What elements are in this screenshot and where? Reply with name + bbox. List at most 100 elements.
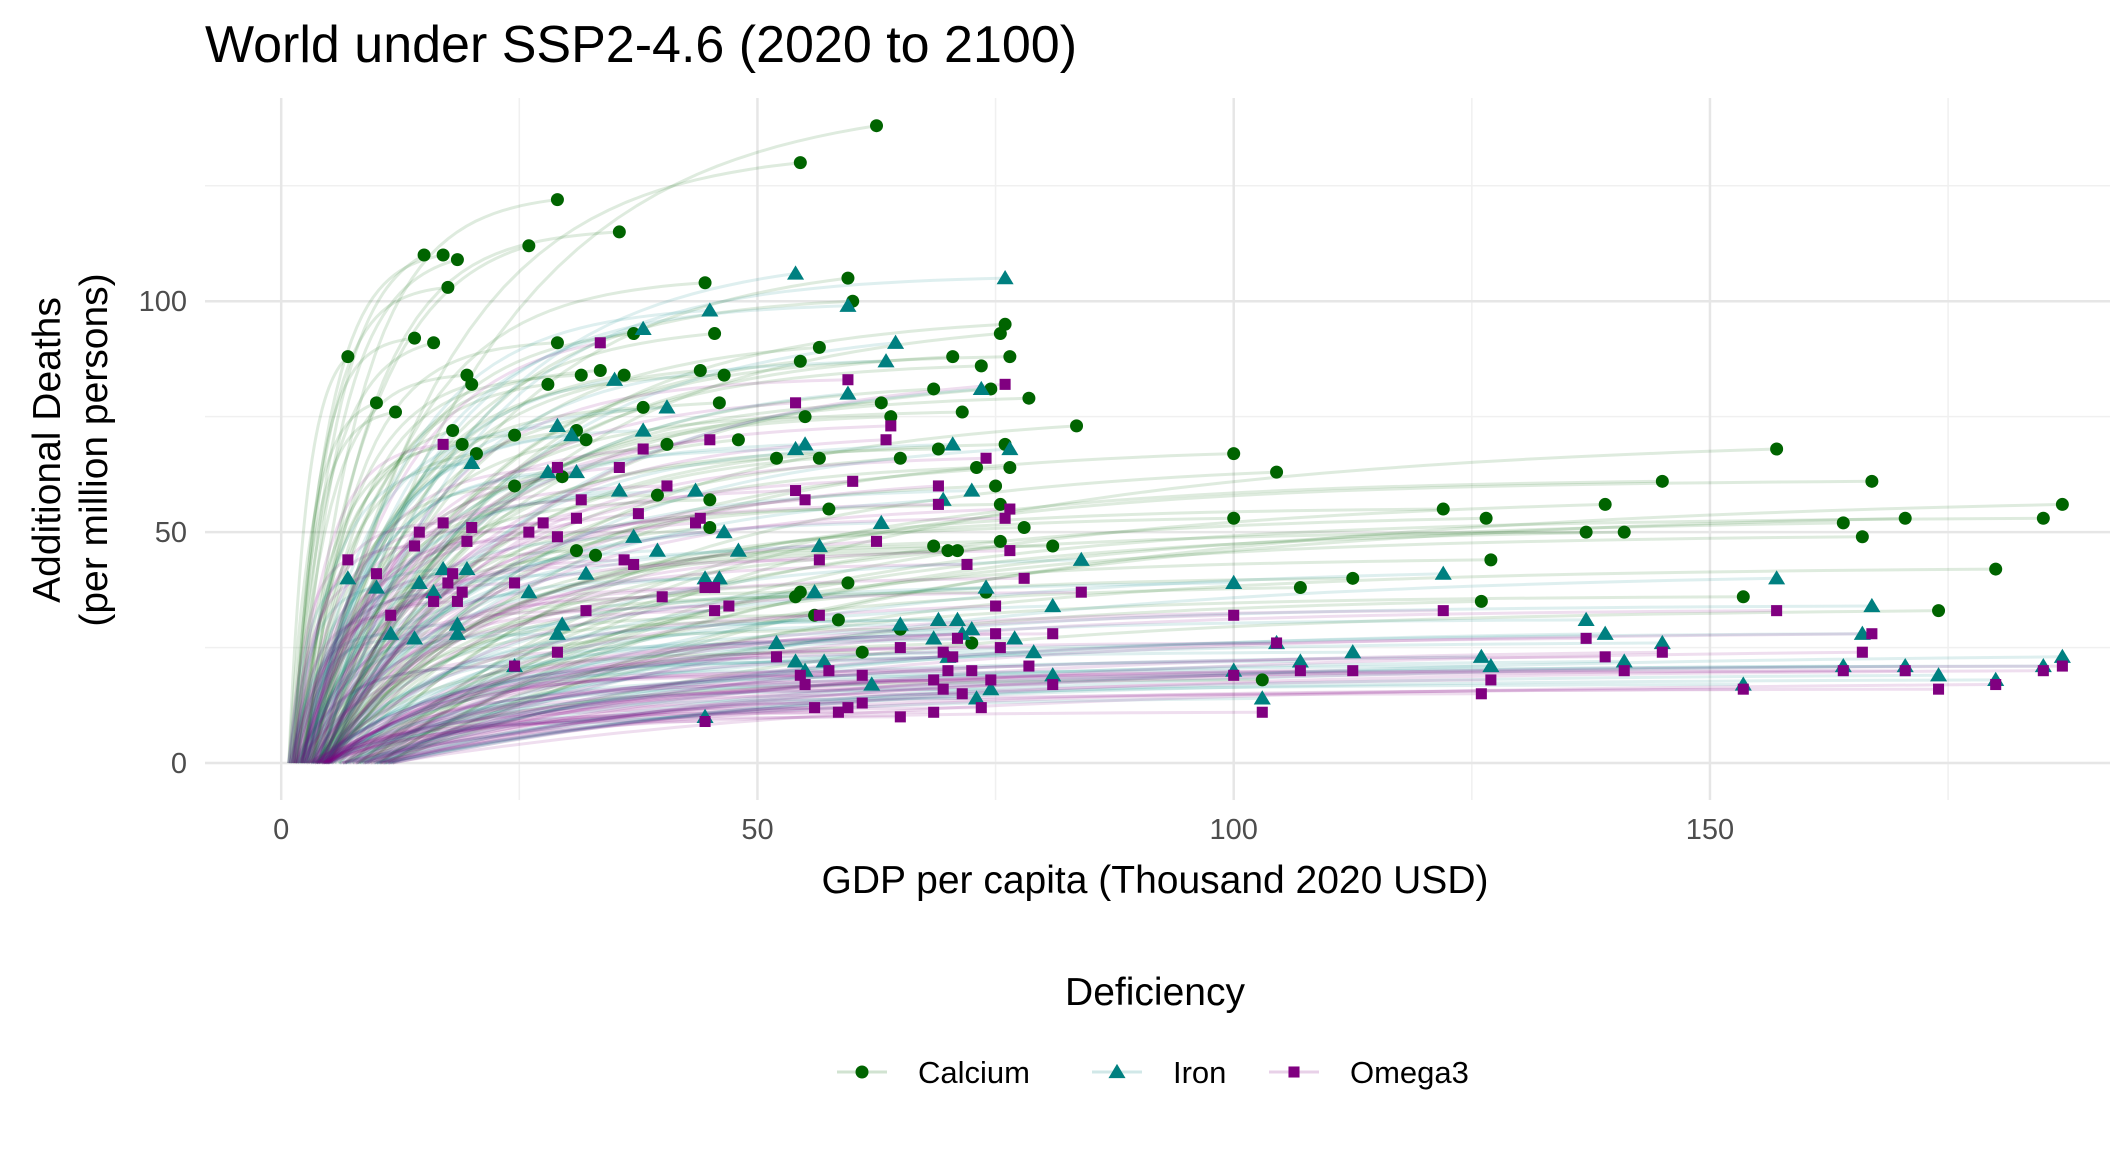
trajectory-line-omega3 <box>324 604 996 765</box>
legend-item-calcium: Calcium <box>837 1055 1030 1090</box>
trajectory-line-calcium <box>323 466 1010 764</box>
trajectory-line-omega3 <box>379 669 1906 765</box>
point-iron <box>448 616 466 631</box>
point-omega3 <box>994 642 1006 654</box>
trajectory-line-calcium <box>294 253 425 764</box>
trajectory-line-iron <box>301 489 620 764</box>
point-iron <box>787 265 805 280</box>
trajectory-line-omega3 <box>376 632 1872 765</box>
point-calcium <box>1736 590 1750 604</box>
point-iron <box>610 482 628 497</box>
point-iron <box>1768 570 1786 585</box>
trajectory-line-iron <box>307 576 720 764</box>
point-omega3 <box>799 679 811 691</box>
point-iron <box>577 565 595 580</box>
trajectory-line-calcium <box>363 530 1625 765</box>
trajectory-line-calcium <box>322 502 1001 764</box>
trajectory-line-calcium <box>305 498 710 764</box>
trajectory-line-calcium <box>315 590 801 764</box>
point-calcium <box>441 280 455 294</box>
trajectory-line-omega3 <box>361 636 1587 765</box>
point-calcium <box>1484 553 1498 567</box>
point-calcium <box>831 613 845 627</box>
trajectory-line-omega3 <box>292 521 444 764</box>
trajectory-line-omega3 <box>349 669 1353 765</box>
point-omega3 <box>413 526 425 538</box>
point-iron <box>767 634 786 650</box>
point-omega3 <box>975 702 987 714</box>
trajectory-line-calcium <box>321 364 982 764</box>
point-iron <box>1006 630 1024 645</box>
point-calcium <box>574 368 588 382</box>
point-iron <box>1930 667 1948 682</box>
x-tick-label: 50 <box>741 814 773 846</box>
trajectory-line-calcium <box>326 526 1025 765</box>
trajectory-line-omega3 <box>381 650 1863 765</box>
trajectory-line-omega3 <box>321 678 934 765</box>
trajectory-line-omega3 <box>303 563 634 764</box>
point-omega3 <box>842 702 854 714</box>
point-calcium <box>708 327 722 341</box>
trajectory-line-omega3 <box>317 706 848 765</box>
point-iron <box>553 616 571 631</box>
point-omega3 <box>980 452 992 464</box>
point-iron <box>2053 648 2071 663</box>
point-omega3 <box>1228 609 1240 621</box>
trajectory-line-omega3 <box>352 692 1482 765</box>
point-omega3 <box>628 558 640 570</box>
trajectory-line-calcium <box>361 502 1606 765</box>
point-calcium <box>1836 516 1850 530</box>
point-iron <box>448 625 466 640</box>
trajectory-line-iron <box>322 498 944 764</box>
point-omega3 <box>990 600 1002 612</box>
trajectory-line-iron <box>309 530 725 764</box>
trajectory-line-omega3 <box>292 544 415 764</box>
point-omega3 <box>1228 669 1240 681</box>
trajectory-line-calcium <box>303 438 587 764</box>
trajectory-line-iron <box>310 715 706 765</box>
point-iron <box>977 579 995 594</box>
trajectory-line-omega3 <box>293 664 515 764</box>
point-omega3 <box>575 494 587 506</box>
trajectory-line-calcium <box>295 452 477 764</box>
point-calcium <box>1865 474 1879 488</box>
point-iron <box>806 584 824 599</box>
trajectory-line-calcium <box>344 470 1277 765</box>
point-omega3 <box>442 577 454 589</box>
point-iron <box>696 570 714 585</box>
trajectory-line-calcium <box>314 618 839 765</box>
point-omega3 <box>870 535 883 547</box>
point-calcium <box>698 276 712 290</box>
point-calcium <box>636 400 650 414</box>
trajectory-line-omega3 <box>307 521 696 764</box>
point-omega3 <box>551 646 563 658</box>
point-calcium <box>660 437 674 451</box>
y-tick-label: 50 <box>155 517 187 549</box>
point-calcium <box>1436 502 1450 516</box>
point-calcium <box>1617 525 1631 539</box>
trajectory-line-omega3 <box>310 609 715 764</box>
point-calcium <box>993 534 1007 548</box>
point-omega3 <box>551 461 563 473</box>
trajectory-line-omega3 <box>295 572 453 764</box>
point-calcium <box>612 225 626 239</box>
point-calcium <box>508 428 522 442</box>
trajectory-line-iron <box>318 304 848 764</box>
trajectory-line-calcium <box>287 401 377 764</box>
point-iron <box>1344 644 1362 659</box>
point-calcium <box>1474 594 1488 608</box>
trajectory-line-omega3 <box>323 678 991 765</box>
trajectory-line-calcium <box>318 401 882 764</box>
trajectory-line-omega3 <box>321 692 963 765</box>
trajectory-line-calcium <box>327 466 977 764</box>
point-calcium <box>1003 460 1017 474</box>
trajectory-line-omega3 <box>331 664 1029 765</box>
trajectory-line-omega3 <box>339 710 1263 765</box>
trajectory-line-omega3 <box>304 484 668 764</box>
trajectory-line-calcium <box>305 442 668 764</box>
point-omega3 <box>937 683 949 695</box>
point-calcium <box>1855 530 1869 544</box>
trajectory-line-calcium <box>316 276 849 764</box>
trajectory-line-iron <box>337 581 1234 765</box>
y-axis-title: Additional Deaths (per million persons) <box>26 273 116 626</box>
